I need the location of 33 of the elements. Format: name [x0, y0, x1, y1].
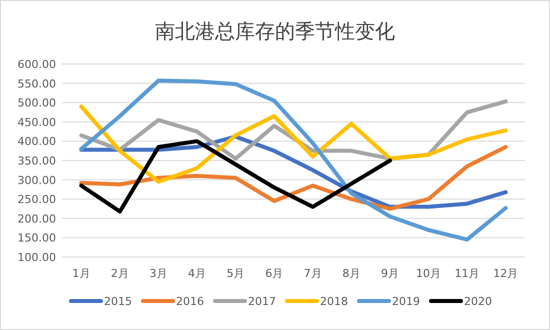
line-series: [79, 78, 508, 242]
y-tick-label: 250.00: [18, 193, 56, 206]
legend-label: 2019: [392, 295, 420, 308]
y-tick-label: 350.00: [18, 154, 56, 168]
y-tick-label: 300.00: [18, 174, 56, 187]
y-tick-label: 600.00: [18, 58, 56, 71]
x-tick-label: 10月: [416, 267, 442, 280]
legend-label: 2015: [104, 295, 132, 308]
legend-label: 2018: [320, 295, 348, 308]
y-tick-label: 400.00: [18, 135, 56, 148]
x-tick-label: 12月: [493, 267, 518, 280]
y-tick-label: 450.00: [18, 116, 56, 129]
x-tick-label: 7月: [304, 267, 322, 280]
x-tick-label: 8月: [342, 267, 360, 280]
line-series: [79, 104, 508, 184]
y-tick-label: 150.00: [18, 232, 56, 245]
chart-title: 南北港总库存的季节性变化: [155, 19, 395, 43]
x-tick-label: 6月: [265, 267, 284, 280]
x-tick-label: 4月: [188, 267, 206, 280]
y-tick-label: 200.00: [18, 212, 56, 226]
x-tick-label: 5月: [226, 267, 245, 280]
legend-label: 2020: [464, 295, 492, 308]
legend-label: 2016: [176, 295, 204, 308]
line-series: [79, 139, 392, 214]
x-tick-label: 3月: [149, 267, 168, 280]
x-tick-label: 2月: [110, 267, 129, 280]
y-tick-label: 550.00: [18, 77, 56, 90]
y-tick-label: 500.00: [18, 96, 56, 110]
y-tick-label: 100.00: [18, 251, 56, 264]
x-tick-label: 11月: [454, 267, 480, 280]
legend-label: 2017: [248, 295, 276, 308]
x-tick-label: 9月: [380, 267, 399, 280]
x-tick-label: 1月: [72, 267, 90, 280]
